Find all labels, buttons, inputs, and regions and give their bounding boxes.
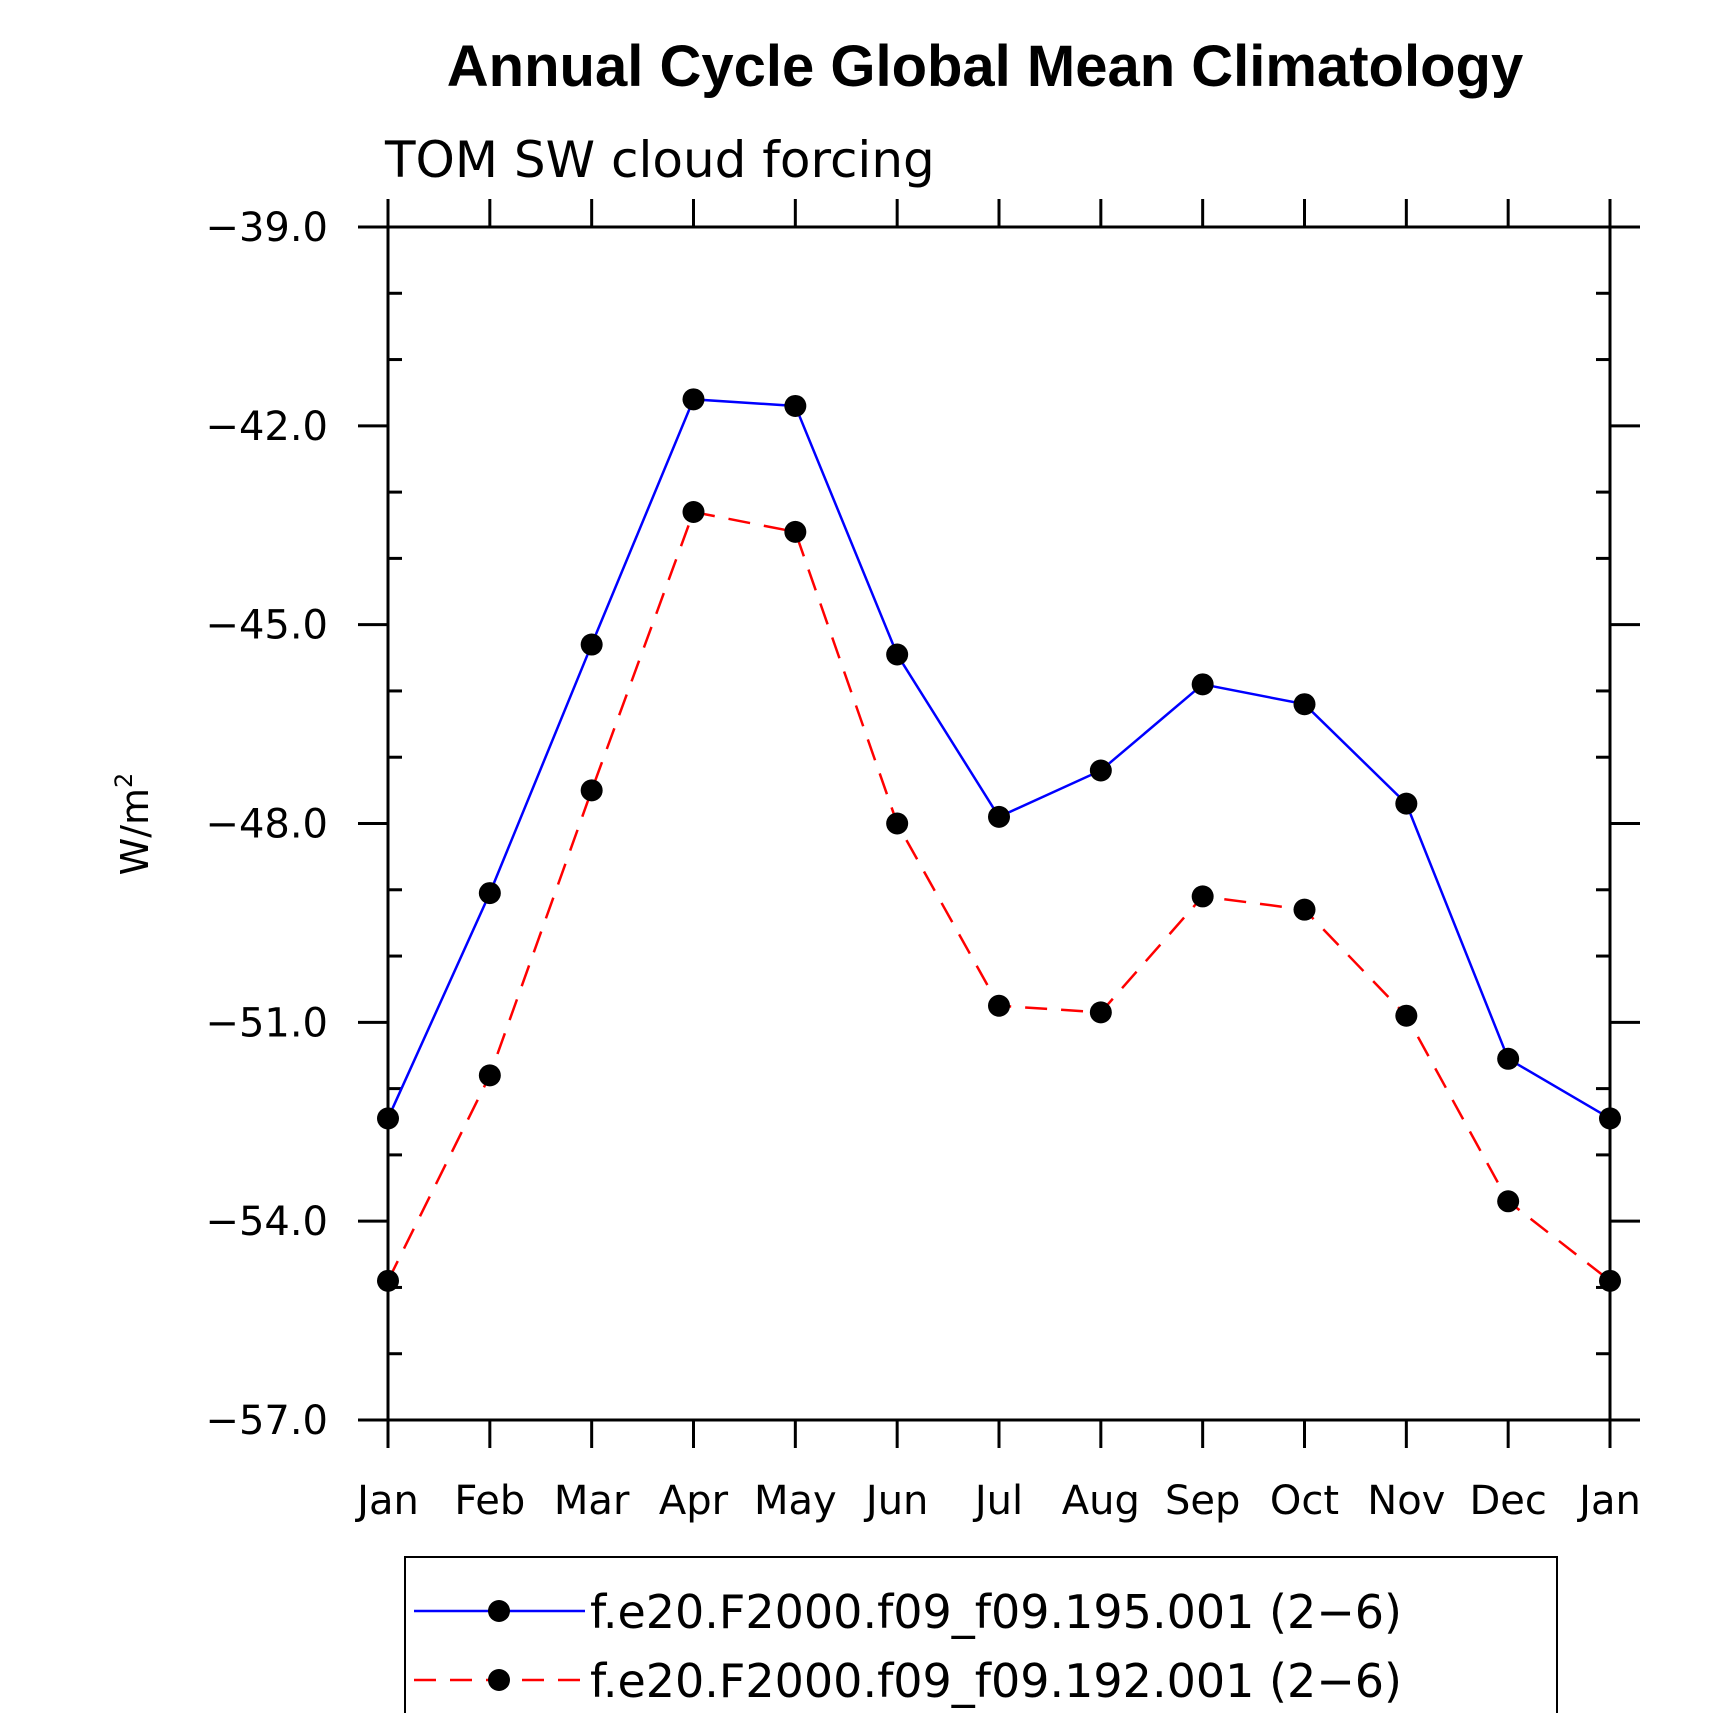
axis-tick-labels: Jan Feb Mar Apr May Jun Jul Aug Sep Oct Nov Dec Jan−…: [205, 205, 1640, 1524]
series-2-point: [886, 812, 909, 835]
series-2-point: [1293, 898, 1316, 921]
y-tick-label: −48.0: [205, 802, 328, 848]
series-1-point: [1395, 792, 1418, 815]
series-2-point: [988, 994, 1010, 1017]
x-tick-label: Sep: [1165, 1478, 1240, 1524]
x-tick-label: Jun: [863, 1478, 929, 1524]
legend-marker-2: [488, 1669, 510, 1691]
series-line-2: [386, 510, 1611, 1282]
y-axis-label-superscript: 2: [110, 773, 138, 788]
x-tick-label: Feb: [454, 1478, 525, 1524]
y-tick-label: −42.0: [205, 404, 328, 450]
legend: f.e20.F2000.f09_f09.195.001 (2−6) f.e20.F…: [414, 1585, 1402, 1708]
series-1-point: [1599, 1107, 1621, 1130]
y-axis-label: W/m2: [110, 773, 157, 876]
series-1-point: [377, 1107, 399, 1130]
series-2-point: [682, 500, 705, 523]
series-2-point: [580, 779, 603, 802]
chart-title: Annual Cycle Global Mean Climatology: [447, 34, 1523, 99]
x-tick-label: Jul: [972, 1478, 1023, 1524]
series-2-point: [784, 520, 807, 543]
svg-text:W/m2: W/m2: [110, 773, 157, 876]
series-1-point: [1191, 673, 1214, 696]
series-1-point: [478, 882, 501, 905]
legend-label-1: f.e20.F2000.f09_f09.195.001 (2−6): [590, 1585, 1402, 1639]
series-1-point: [1293, 693, 1316, 716]
series-2-point: [377, 1269, 399, 1292]
x-tick-label: Jan: [354, 1478, 419, 1524]
series-2-point: [1395, 1004, 1418, 1027]
series-2-point: [1599, 1269, 1621, 1292]
y-axis-label-text: W/m: [113, 788, 157, 875]
x-tick-label: May: [754, 1478, 837, 1524]
x-tick-label: Jan: [1576, 1478, 1641, 1524]
series-2-point: [1089, 1001, 1112, 1024]
series-2-point: [478, 1064, 501, 1087]
axis-ticks: [358, 199, 1640, 1448]
series-2-point: [1191, 885, 1214, 908]
series-1-point: [784, 394, 807, 417]
x-tick-label: Mar: [554, 1478, 630, 1524]
series-2-point: [1497, 1190, 1520, 1213]
x-tick-label: Nov: [1367, 1478, 1445, 1524]
x-tick-label: Oct: [1270, 1478, 1339, 1524]
series-1-point: [1497, 1047, 1520, 1070]
y-tick-label: −51.0: [205, 1000, 328, 1046]
series-1-point: [1089, 759, 1112, 782]
x-tick-label: Dec: [1469, 1478, 1546, 1524]
legend-box: [404, 1556, 1558, 1713]
y-tick-label: −39.0: [205, 205, 328, 251]
y-tick-label: −57.0: [205, 1398, 328, 1444]
legend-marker-1: [488, 1600, 510, 1622]
y-tick-label: −54.0: [205, 1199, 328, 1245]
chart-subtitle: TOM SW cloud forcing: [384, 131, 935, 189]
y-tick-label: −45.0: [205, 603, 328, 649]
series-1-point: [886, 643, 909, 666]
series-1-point: [988, 805, 1010, 828]
series-layer: [377, 388, 1621, 1292]
series-1-point: [580, 633, 603, 656]
x-tick-label: Apr: [659, 1478, 729, 1524]
x-tick-label: Aug: [1062, 1478, 1140, 1524]
series-1-point: [682, 388, 705, 411]
legend-label-2: f.e20.F2000.f09_f09.192.001 (2−6): [590, 1654, 1402, 1708]
